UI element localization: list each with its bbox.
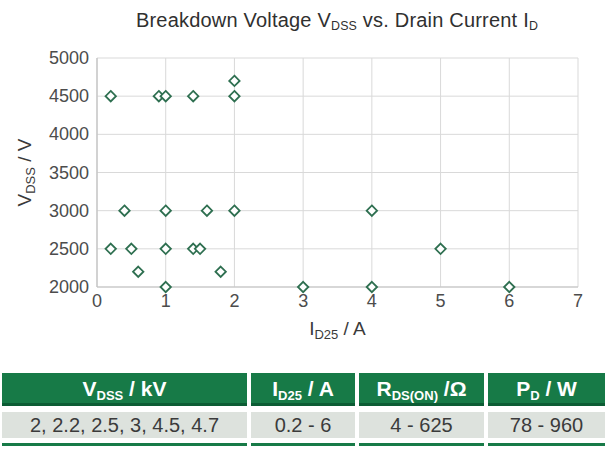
data-point xyxy=(435,244,445,254)
border-segment xyxy=(359,443,484,446)
x-tick-label: 2 xyxy=(229,291,239,311)
header-label: R xyxy=(377,377,392,400)
data-point xyxy=(229,76,239,86)
y-tick-label: 2000 xyxy=(49,277,89,297)
y-tick-label: 4500 xyxy=(49,86,89,106)
x-tick-label: 1 xyxy=(161,291,171,311)
x-tick-label: 5 xyxy=(436,291,446,311)
table-cell-rdson-range: 4 - 625 xyxy=(359,412,484,438)
x-tick-label: 4 xyxy=(367,291,377,311)
header-label: P xyxy=(516,377,530,400)
header-subscript: D25 xyxy=(278,388,302,403)
table-data-row: 2, 2.2, 2.5, 3, 4.5, 4.7 0.2 - 6 4 - 625… xyxy=(2,412,605,438)
y-tick-label: 2500 xyxy=(49,239,89,259)
table-header-vdss: VDSS / kV xyxy=(2,373,247,406)
header-subscript: DSS xyxy=(97,388,124,403)
data-point xyxy=(215,267,225,277)
header-subscript: D xyxy=(530,388,539,403)
data-point xyxy=(119,205,129,215)
header-label: V xyxy=(83,377,97,400)
header-subscript: DS(ON) xyxy=(392,388,438,403)
border-segment xyxy=(251,443,355,446)
border-segment xyxy=(2,443,247,446)
x-tick-label: 7 xyxy=(573,291,583,311)
x-tick-label: 6 xyxy=(504,291,514,311)
y-tick-label: 3500 xyxy=(49,163,89,183)
table-bottom-border xyxy=(2,443,605,446)
data-point xyxy=(229,205,239,215)
table-header-pd: PD / W xyxy=(488,373,605,406)
data-point xyxy=(367,205,377,215)
page: Breakdown Voltage VDSS vs. Drain Current… xyxy=(0,0,607,450)
table-cell-pd-range: 78 - 960 xyxy=(488,412,605,438)
data-point xyxy=(126,244,136,254)
x-tick-label: 3 xyxy=(298,291,308,311)
x-axis-title: ID25 / A xyxy=(309,318,366,342)
data-point xyxy=(202,205,212,215)
table-cell-id25-range: 0.2 - 6 xyxy=(251,412,355,438)
data-point xyxy=(106,244,116,254)
header-label: /Ω xyxy=(438,377,467,400)
y-axis-title: VDSS / V xyxy=(14,138,38,206)
y-tick-label: 3000 xyxy=(49,201,89,221)
data-point xyxy=(161,91,171,101)
y-tick-label: 5000 xyxy=(49,48,89,68)
header-label: / W xyxy=(540,377,577,400)
data-point xyxy=(188,91,198,101)
data-point xyxy=(195,244,205,254)
table-header-id25: ID25 / A xyxy=(251,373,355,406)
header-label: / kV xyxy=(123,377,166,400)
scatter-chart: 0 1 2 3 4 5 6 7 2000 2500 3000 3500 4000 4500 5000 ID25… xyxy=(0,0,607,355)
data-point xyxy=(161,205,171,215)
header-label: / A xyxy=(302,377,334,400)
data-point xyxy=(133,267,143,277)
table-cell-vdss-values: 2, 2.2, 2.5, 3, 4.5, 4.7 xyxy=(2,412,247,438)
x-tick-label: 0 xyxy=(92,291,102,311)
y-tick-label: 4000 xyxy=(49,124,89,144)
data-point xyxy=(106,91,116,101)
data-point xyxy=(161,244,171,254)
table-header-rdson: RDS(ON) /Ω xyxy=(359,373,484,406)
data-point xyxy=(229,91,239,101)
border-segment xyxy=(488,443,605,446)
table-header-row: VDSS / kV ID25 / A RDS(ON) /Ω PD / W xyxy=(2,373,605,406)
